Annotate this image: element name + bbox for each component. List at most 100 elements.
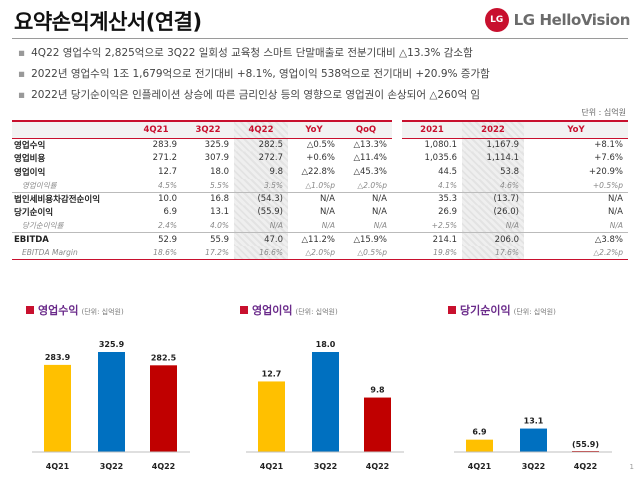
table-cell: N/A xyxy=(371,207,387,218)
data-label: 282.5 xyxy=(151,353,177,362)
summary-bullet: 4Q22 영업수익 2,825억으로 3Q22 일회성 교육청 스마트 단말매출… xyxy=(18,43,628,64)
table-cell: 47.0 xyxy=(234,232,288,246)
bar xyxy=(98,352,125,452)
table-cell: +0.6% xyxy=(306,153,335,164)
lg-logo-icon: LG xyxy=(484,8,509,32)
category-label: 3Q22 xyxy=(100,462,124,471)
table-cell: 214.1 xyxy=(402,232,462,246)
table-cell: 13.1 xyxy=(210,207,229,218)
column-header: YoY xyxy=(288,120,340,139)
table-cell: N/A xyxy=(340,191,392,206)
column-gap xyxy=(392,178,402,192)
table-cell: 16.8 xyxy=(182,191,234,206)
data-label: 12.7 xyxy=(262,369,282,378)
column-gap xyxy=(392,151,402,165)
table-cell: 17.2% xyxy=(182,246,234,260)
row-label: 영업수익 xyxy=(14,141,46,151)
summary-bullets: 4Q22 영업수익 2,825억으로 3Q22 일회성 교육청 스마트 단말매출… xyxy=(18,43,628,106)
table-cell: (13.7) xyxy=(462,191,524,206)
table-cell: 1,114.1 xyxy=(462,151,524,165)
title-marker-icon xyxy=(26,306,34,314)
category-label: 4Q21 xyxy=(46,462,70,471)
row-label: 영업비용 xyxy=(14,154,46,165)
table-row: 당기순이익률 2.4% 4.0% N/A N/A N/A +2.5% N/A N/A xyxy=(12,219,628,233)
data-label: 325.9 xyxy=(99,340,125,349)
column-header: 4Q21 xyxy=(130,120,182,139)
bar-chart: 12.7 4Q21 18.0 3Q22 9.8 4Q22 xyxy=(246,340,404,471)
data-label: 13.1 xyxy=(524,417,544,426)
table-cell: △15.9% xyxy=(340,232,392,246)
table-cell: (55.9) xyxy=(234,205,288,219)
table-cell: N/A xyxy=(609,221,623,230)
table-cell: 206.0 xyxy=(462,232,524,246)
table-cell: △1.0%p xyxy=(305,180,335,190)
table-cell: 53.8 xyxy=(462,165,524,179)
table-cell: 325.9 xyxy=(204,140,229,150)
table-cell: +20.9% xyxy=(588,166,623,177)
chart-title: 영업수익 (단위: 십억원) xyxy=(26,302,196,318)
table-row: 당기순이익 6.9 13.1 (55.9) N/A N/A 26.9 (26.0) N/A xyxy=(12,205,628,219)
table-cell: 4.6% xyxy=(462,178,524,192)
table-cell: N/A xyxy=(234,219,288,233)
row-label: 영업이익 xyxy=(14,167,46,178)
category-label: 4Q21 xyxy=(468,462,492,471)
table-cell: △2.0%p xyxy=(357,180,387,190)
row-label: EBITDA Margin xyxy=(12,246,130,260)
table-cell: 307.9 xyxy=(204,153,229,164)
table-cell: 1,080.1 xyxy=(424,140,457,150)
table-cell: (54.3) xyxy=(234,191,288,206)
table-cell: 55.9 xyxy=(182,232,234,246)
bar xyxy=(258,381,285,452)
column-header: 3Q22 xyxy=(182,120,234,139)
table-cell: +0.5%p xyxy=(592,180,623,190)
logo-text: LG HelloVision xyxy=(513,11,631,29)
column-gap xyxy=(392,165,402,179)
column-header: 2021 xyxy=(402,120,462,139)
title-marker-icon xyxy=(240,306,248,314)
company-logo: LG LG HelloVision xyxy=(484,8,631,32)
table-row: EBITDA 52.9 55.9 47.0 △11.2% △15.9% 214.1 206.0… xyxy=(12,232,628,246)
data-label: 283.9 xyxy=(45,353,71,362)
table-cell: △13.3% xyxy=(353,140,387,150)
bar-chart: 6.9 4Q21 13.1 3Q22 (55.9) 4Q22 xyxy=(454,417,612,471)
table-cell: 6.9 xyxy=(163,207,177,218)
column-header: 2022 xyxy=(462,120,524,139)
row-label: 법인세비용차감전순이익 xyxy=(12,191,130,206)
table-cell: △0.5%p xyxy=(340,246,392,260)
category-label: 4Q22 xyxy=(366,462,390,471)
column-header: QoQ xyxy=(340,120,392,139)
table-cell: 18.0 xyxy=(210,166,229,177)
table-cell: 9.8 xyxy=(234,165,288,179)
column-gap xyxy=(392,138,402,152)
row-label: 영업이익률 xyxy=(22,180,57,190)
table-cell: 26.9 xyxy=(438,207,457,218)
chart-net-income: 당기순이익 (단위: 십억원) 6.9 4Q21 13.1 3Q22 (55.9) 4Q22 xyxy=(448,302,618,474)
row-label: 당기순이익 xyxy=(14,208,54,219)
table-cell: 272.7 xyxy=(234,151,288,165)
table-cell: N/A xyxy=(288,191,340,206)
table-cell: 282.5 xyxy=(234,138,288,152)
table-cell: 52.9 xyxy=(130,232,182,246)
column-gap xyxy=(392,246,402,260)
table-cell: N/A xyxy=(373,221,387,230)
table-cell: △2.0%p xyxy=(288,246,340,260)
table-cell: +7.6% xyxy=(594,153,623,164)
table-row: 영업수익 283.9 325.9 282.5 △0.5% △13.3% 1,080.1 1,1… xyxy=(12,138,628,152)
table-cell: 283.9 xyxy=(152,140,177,150)
chart-title: 영업이익 (단위: 십억원) xyxy=(240,302,410,318)
table-cell: N/A xyxy=(321,221,335,230)
table-cell: 271.2 xyxy=(152,153,177,164)
table-cell: 3.5% xyxy=(234,178,288,192)
column-gap xyxy=(392,205,402,219)
column-gap xyxy=(392,219,402,233)
bar xyxy=(150,365,177,452)
table-cell: 1,035.6 xyxy=(424,153,457,164)
category-label: 3Q22 xyxy=(522,462,546,471)
table-row: 영업이익 12.7 18.0 9.8 △22.8% △45.3% 44.5 53.8 +20.9… xyxy=(12,165,628,179)
table-cell: 18.6% xyxy=(130,246,182,260)
table-cell: 2.4% xyxy=(157,221,177,230)
category-label: 4Q21 xyxy=(260,462,284,471)
table-cell: 44.5 xyxy=(438,166,457,177)
header-blank xyxy=(12,120,130,139)
column-gap xyxy=(392,191,402,206)
